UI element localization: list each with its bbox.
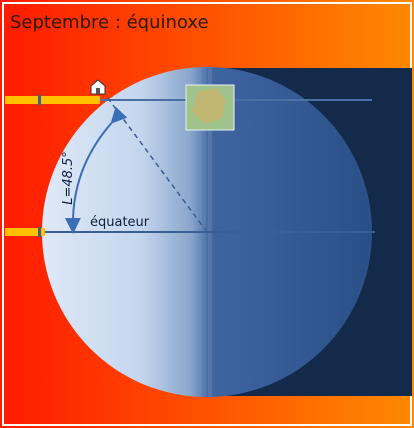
observer-icon	[90, 79, 106, 95]
sun-ray	[5, 228, 45, 236]
latitude-label: L=48.5°	[61, 151, 76, 205]
equator-label: équateur	[90, 215, 150, 230]
sun-ray	[5, 96, 100, 104]
title: Septembre : équinoxe	[10, 12, 209, 33]
ray-tick	[38, 95, 41, 105]
france-shape	[192, 88, 226, 124]
radius-line	[106, 96, 208, 233]
latitude-arc	[64, 106, 128, 234]
ray-tick	[38, 227, 41, 237]
